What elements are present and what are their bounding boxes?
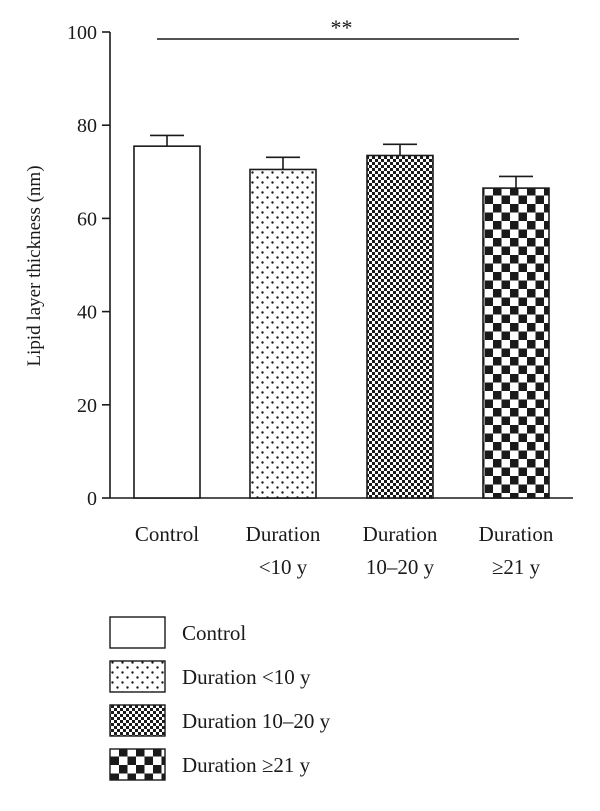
legend-label: Control <box>182 621 246 645</box>
x-tick-label-line2: 10–20 y <box>366 555 435 579</box>
legend-label: Duration 10–20 y <box>182 709 331 733</box>
bar <box>482 187 550 499</box>
y-tick-label: 60 <box>77 208 97 230</box>
y-tick-label: 0 <box>87 488 97 510</box>
y-tick-label: 80 <box>77 115 97 137</box>
x-tick-label: Duration <box>246 522 321 546</box>
bar <box>133 145 201 499</box>
y-tick-label: 20 <box>77 395 97 417</box>
y-tick-label: 100 <box>67 22 97 44</box>
x-tick-label: Duration <box>363 522 438 546</box>
legend-swatch <box>109 660 166 693</box>
x-tick-label-line2: <10 y <box>259 555 308 579</box>
bar <box>249 168 317 499</box>
y-tick-label: 40 <box>77 302 97 324</box>
x-tick-label: Control <box>135 522 199 546</box>
x-tick-labels: Control Duration <10 y Duration 10–20 y Durat… <box>135 522 554 579</box>
error-bars <box>150 134 533 189</box>
significance-label: ** <box>331 15 353 40</box>
legend-swatch <box>109 616 166 649</box>
bars <box>133 145 550 499</box>
y-axis: 0 20 40 60 80 100 <box>67 22 111 510</box>
legend-swatch <box>109 704 166 737</box>
legend: Control Duration <10 y Duration 10–20 y Dur… <box>109 616 331 781</box>
bar <box>366 154 434 499</box>
x-tick-label-line2: ≥21 y <box>492 555 541 579</box>
x-tick-label: Duration <box>479 522 554 546</box>
y-axis-title: Lipid layer thickness (nm) <box>24 165 45 366</box>
legend-label: Duration <10 y <box>182 665 311 689</box>
legend-swatch <box>109 748 166 781</box>
legend-label: Duration ≥21 y <box>182 753 311 777</box>
significance-bracket: ** <box>157 15 519 40</box>
